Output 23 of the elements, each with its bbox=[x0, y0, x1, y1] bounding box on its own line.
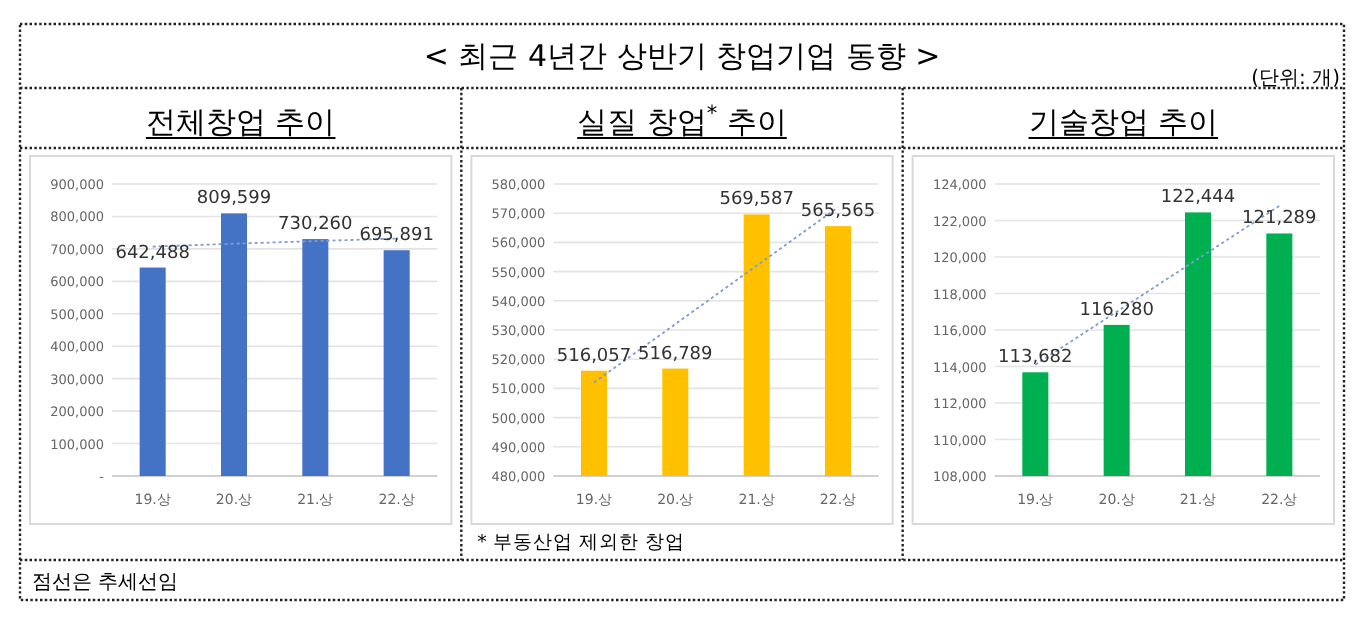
data-label: 116,280 bbox=[1079, 300, 1155, 321]
data-label: 695,891 bbox=[359, 226, 434, 247]
data-label: 516,057 bbox=[556, 346, 632, 367]
text: (단위: 개) bbox=[1251, 68, 1341, 90]
chart-title: 실질 창업$^{*}$ 추이 bbox=[577, 102, 787, 140]
bar bbox=[302, 239, 329, 476]
data-label: 730,260 bbox=[278, 215, 354, 236]
text: * 부동산업 제외한 창업 bbox=[477, 532, 685, 554]
text: < 최근 4년간 상반기 창업기업 동향 > bbox=[423, 38, 941, 74]
chart-title: 기술창업 추이 bbox=[1028, 104, 1219, 140]
data-label: 565,565 bbox=[800, 202, 876, 223]
text: 점선은 추세선임 bbox=[32, 572, 179, 594]
data-label: 809,599 bbox=[196, 189, 272, 210]
data-label: 516,789 bbox=[638, 344, 714, 365]
data-label: 122,444 bbox=[1160, 188, 1236, 209]
chart-title: 전체창업 추이 bbox=[145, 104, 336, 140]
bar bbox=[383, 250, 410, 476]
data-label: 569,587 bbox=[719, 190, 794, 211]
bar bbox=[220, 213, 248, 476]
data-label: 642,488 bbox=[115, 243, 191, 264]
data-label: 121,289 bbox=[1242, 209, 1318, 230]
data-label: 113,682 bbox=[998, 348, 1073, 369]
bar bbox=[139, 267, 166, 476]
